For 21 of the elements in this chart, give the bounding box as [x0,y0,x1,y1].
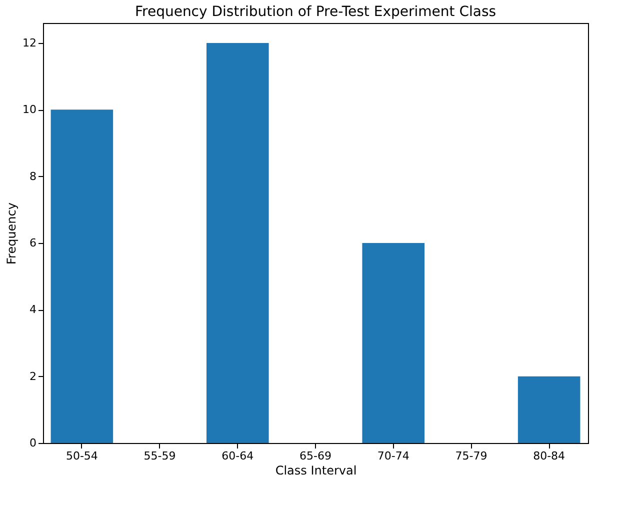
x-tick-label: 65-69 [300,450,332,462]
x-axis-title: Class Interval [275,464,357,478]
y-axis-title: Frequency [4,202,19,264]
x-tick-label: 55-59 [144,450,176,462]
x-tick-label: 75-79 [455,450,488,462]
y-tick-label: 10 [22,103,36,116]
y-tick-label: 2 [30,370,36,383]
y-tick-label: 4 [30,303,36,316]
y-tick-label: 8 [30,170,36,183]
bar [362,243,424,443]
chart-title: Frequency Distribution of Pre-Test Experiment Class [134,4,496,20]
bar [206,43,269,443]
x-tick-label: 60-64 [222,450,254,462]
x-tick-label: 50-54 [66,450,98,462]
x-tick-label: 70-74 [377,450,410,462]
x-tick-label: 80-84 [533,450,566,462]
bar [50,110,114,443]
y-tick-label: 0 [30,436,36,450]
bar [518,376,580,443]
y-tick-label: 6 [30,236,36,250]
y-tick-label: 12 [22,36,36,50]
